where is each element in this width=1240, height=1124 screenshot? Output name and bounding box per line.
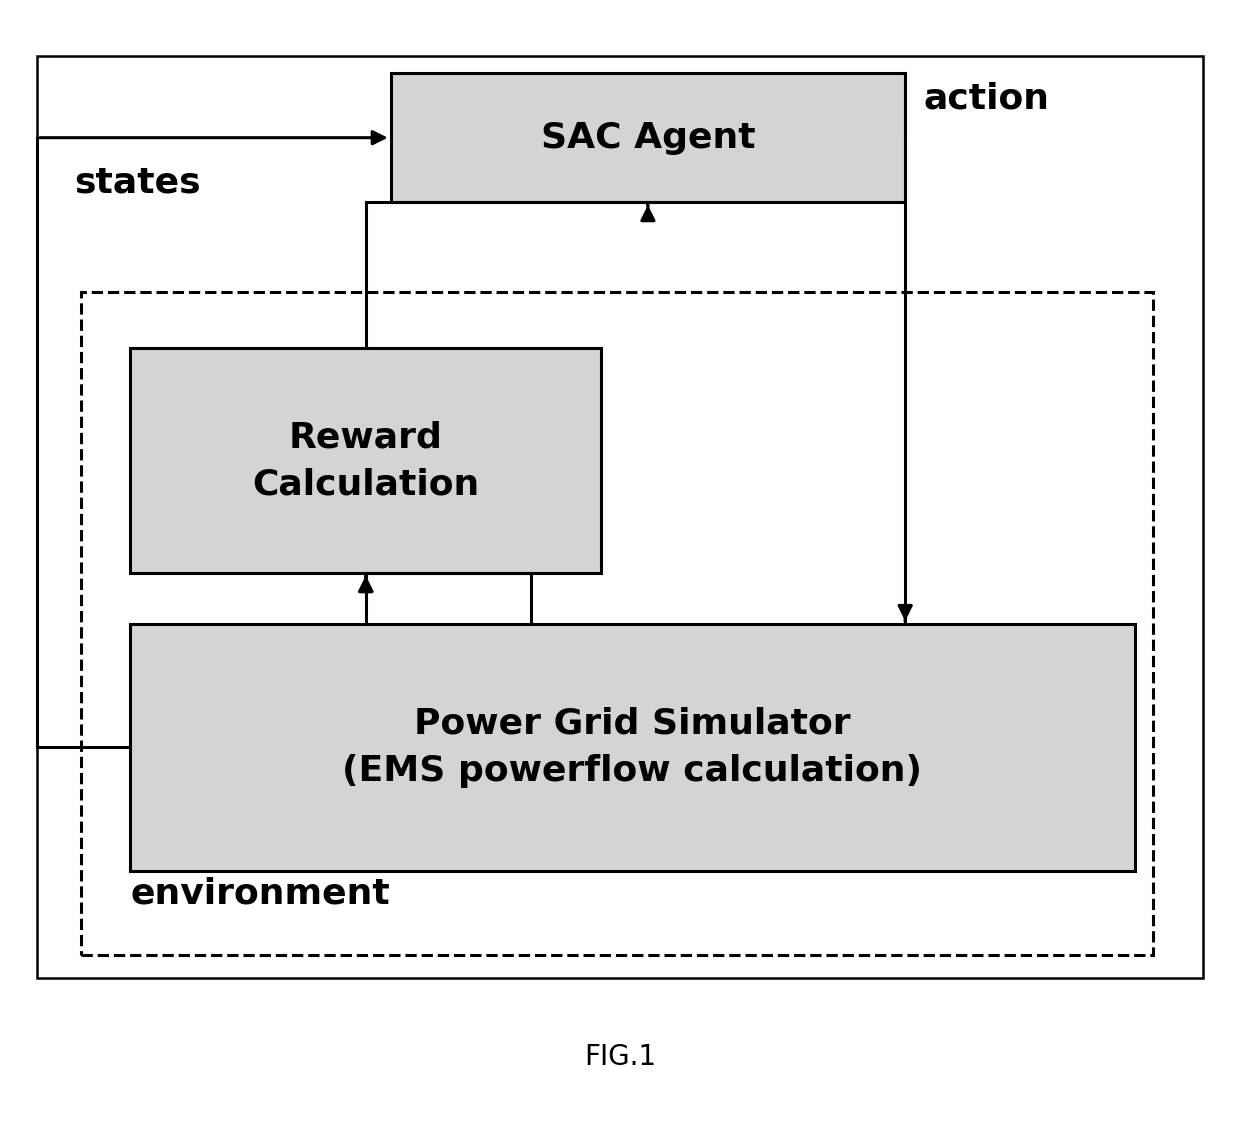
Text: Reward
Calculation: Reward Calculation <box>252 420 480 501</box>
Bar <box>130 624 1135 871</box>
Text: SAC Agent: SAC Agent <box>541 120 755 155</box>
Text: environment: environment <box>130 877 389 910</box>
Bar <box>130 348 601 573</box>
Bar <box>37 56 1203 978</box>
Text: states: states <box>74 166 201 200</box>
Text: Power Grid Simulator
(EMS powerflow calculation): Power Grid Simulator (EMS powerflow calc… <box>342 707 923 788</box>
Text: action: action <box>924 81 1050 116</box>
Text: FIG.1: FIG.1 <box>584 1043 656 1070</box>
Bar <box>391 73 905 202</box>
Bar <box>81 292 1153 955</box>
